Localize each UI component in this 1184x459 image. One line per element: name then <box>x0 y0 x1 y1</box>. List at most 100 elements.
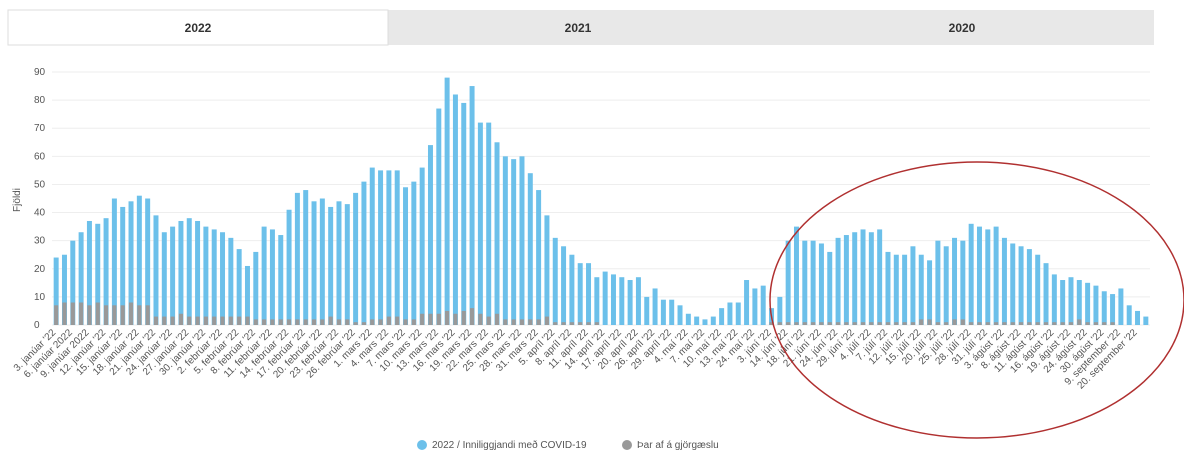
bar <box>403 187 409 325</box>
bar <box>311 201 317 325</box>
bar <box>677 305 683 325</box>
bar <box>62 302 67 325</box>
bar <box>1060 280 1066 325</box>
bar <box>702 319 708 325</box>
bar <box>411 181 417 325</box>
bar <box>311 319 317 325</box>
tab[interactable]: 2021 <box>565 21 592 35</box>
bar <box>877 322 882 325</box>
bar <box>802 322 807 325</box>
bar <box>103 305 109 325</box>
y-tick-label: 30 <box>34 236 46 247</box>
bar <box>852 232 858 325</box>
bar <box>844 322 849 325</box>
bar <box>419 167 425 325</box>
bar <box>719 308 725 325</box>
bar <box>336 201 342 325</box>
legend-label[interactable]: Þar af á gjörgæslu <box>637 440 719 451</box>
bar <box>503 319 508 325</box>
bar <box>452 94 458 325</box>
y-tick-label: 50 <box>34 179 46 190</box>
bar <box>420 313 425 325</box>
bar <box>885 322 891 325</box>
highlight-ellipse <box>769 161 1184 439</box>
bar <box>87 305 92 325</box>
bar <box>777 322 782 325</box>
bar <box>1135 310 1141 325</box>
bar <box>344 204 350 325</box>
bar <box>253 319 258 325</box>
bar <box>627 280 633 325</box>
bar <box>486 122 492 325</box>
bar <box>336 319 342 325</box>
bar <box>553 322 558 325</box>
bar <box>286 319 292 325</box>
bar <box>843 235 849 325</box>
bar <box>1085 322 1090 325</box>
bar <box>586 322 591 325</box>
tab[interactable]: 2020 <box>949 21 976 35</box>
bar <box>228 237 234 325</box>
bar <box>353 322 358 325</box>
bar <box>635 277 641 325</box>
bar <box>727 302 733 325</box>
bar <box>694 316 700 325</box>
bar <box>427 145 433 325</box>
bar <box>170 316 175 325</box>
bar <box>652 288 658 325</box>
bar <box>927 260 933 325</box>
bar <box>295 319 300 325</box>
bar <box>145 305 150 325</box>
bar <box>968 223 974 325</box>
bar <box>211 229 217 325</box>
bar <box>428 313 433 325</box>
bar <box>394 170 400 325</box>
bar <box>469 308 475 325</box>
bar <box>752 288 758 325</box>
bar <box>120 206 126 325</box>
bar <box>1077 319 1082 325</box>
bar <box>827 322 832 325</box>
bar <box>136 195 142 325</box>
bar <box>444 77 450 325</box>
bar <box>927 319 932 325</box>
bar <box>919 319 924 325</box>
bar <box>270 319 275 325</box>
bar <box>902 254 908 325</box>
legend-label[interactable]: 2022 / Inniliggjandi með COVID-19 <box>432 439 587 451</box>
bar <box>760 285 766 325</box>
bar <box>1110 294 1116 325</box>
bar <box>511 159 517 325</box>
bar <box>112 305 117 325</box>
bar <box>286 209 292 325</box>
tab[interactable]: 2022 <box>185 21 212 35</box>
bar <box>1043 263 1049 325</box>
bar <box>1110 322 1115 325</box>
bar <box>952 237 958 325</box>
bar <box>1010 243 1016 325</box>
bar <box>328 206 334 325</box>
bar <box>835 322 841 325</box>
bar <box>370 319 375 325</box>
bar <box>610 274 616 325</box>
bar <box>1101 291 1107 325</box>
bar <box>944 322 949 325</box>
bar <box>561 246 567 325</box>
bar <box>594 277 600 325</box>
bar <box>253 251 259 325</box>
bar <box>969 322 974 325</box>
bar <box>818 243 824 325</box>
bar <box>278 235 284 325</box>
bar <box>378 319 383 325</box>
bar <box>544 215 550 325</box>
bar <box>461 310 466 325</box>
bar <box>943 246 949 325</box>
bar <box>445 310 450 325</box>
bar <box>353 192 359 325</box>
y-tick-label: 60 <box>34 151 46 162</box>
bar <box>145 198 151 325</box>
bar <box>519 319 525 325</box>
bar <box>894 322 899 325</box>
bar <box>594 322 599 325</box>
bar <box>935 240 941 325</box>
